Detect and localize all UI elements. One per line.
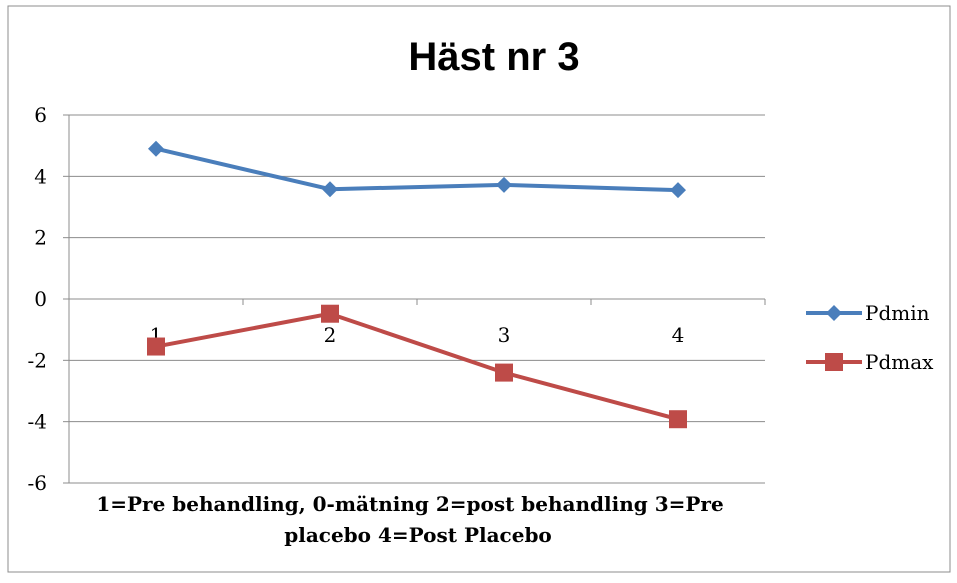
x-tick-label: 4 [672,323,685,347]
series-line [155,146,679,193]
x-tick-label: 2 [324,323,337,347]
x-axis-label-line-1: 1=Pre behandling, 0-mätning 2=post behan… [96,492,723,516]
legend-marker [825,353,843,371]
y-tick-labels: -6 -4 -2 0 2 4 6 [28,103,47,495]
data-point [321,304,339,323]
data-point [322,181,338,198]
x-tick-label: 3 [498,323,511,347]
data-point [495,363,513,382]
series-pdmax [147,304,687,429]
data-point [496,176,512,193]
y-tick-label: -6 [28,471,47,495]
y-tick-label: -4 [28,410,47,434]
legend-item-pdmin: Pdmin [806,301,930,325]
data-point [669,410,687,429]
chart-border [7,5,951,573]
data-point [670,182,686,199]
series-group [147,140,687,429]
legend-label: Pdmax [865,350,934,374]
legend-item-pdmax: Pdmax [806,350,934,374]
y-tick-label: 0 [34,287,47,311]
y-tick-label: 6 [34,103,47,127]
data-point [147,337,165,356]
y-tick-label: -2 [28,348,47,372]
chart-title: Häst nr 3 [408,35,579,79]
series-line [155,311,679,422]
x-axis-label-line-2: placebo 4=Post Placebo [284,523,552,547]
y-tick-label: 2 [34,226,47,250]
data-point [148,140,164,157]
series-pdmin [148,140,686,199]
legend-marker [826,305,842,321]
legend-label: Pdmin [865,301,930,325]
y-tick-label: 4 [34,164,47,188]
legend: Pdmin Pdmax [806,301,934,374]
